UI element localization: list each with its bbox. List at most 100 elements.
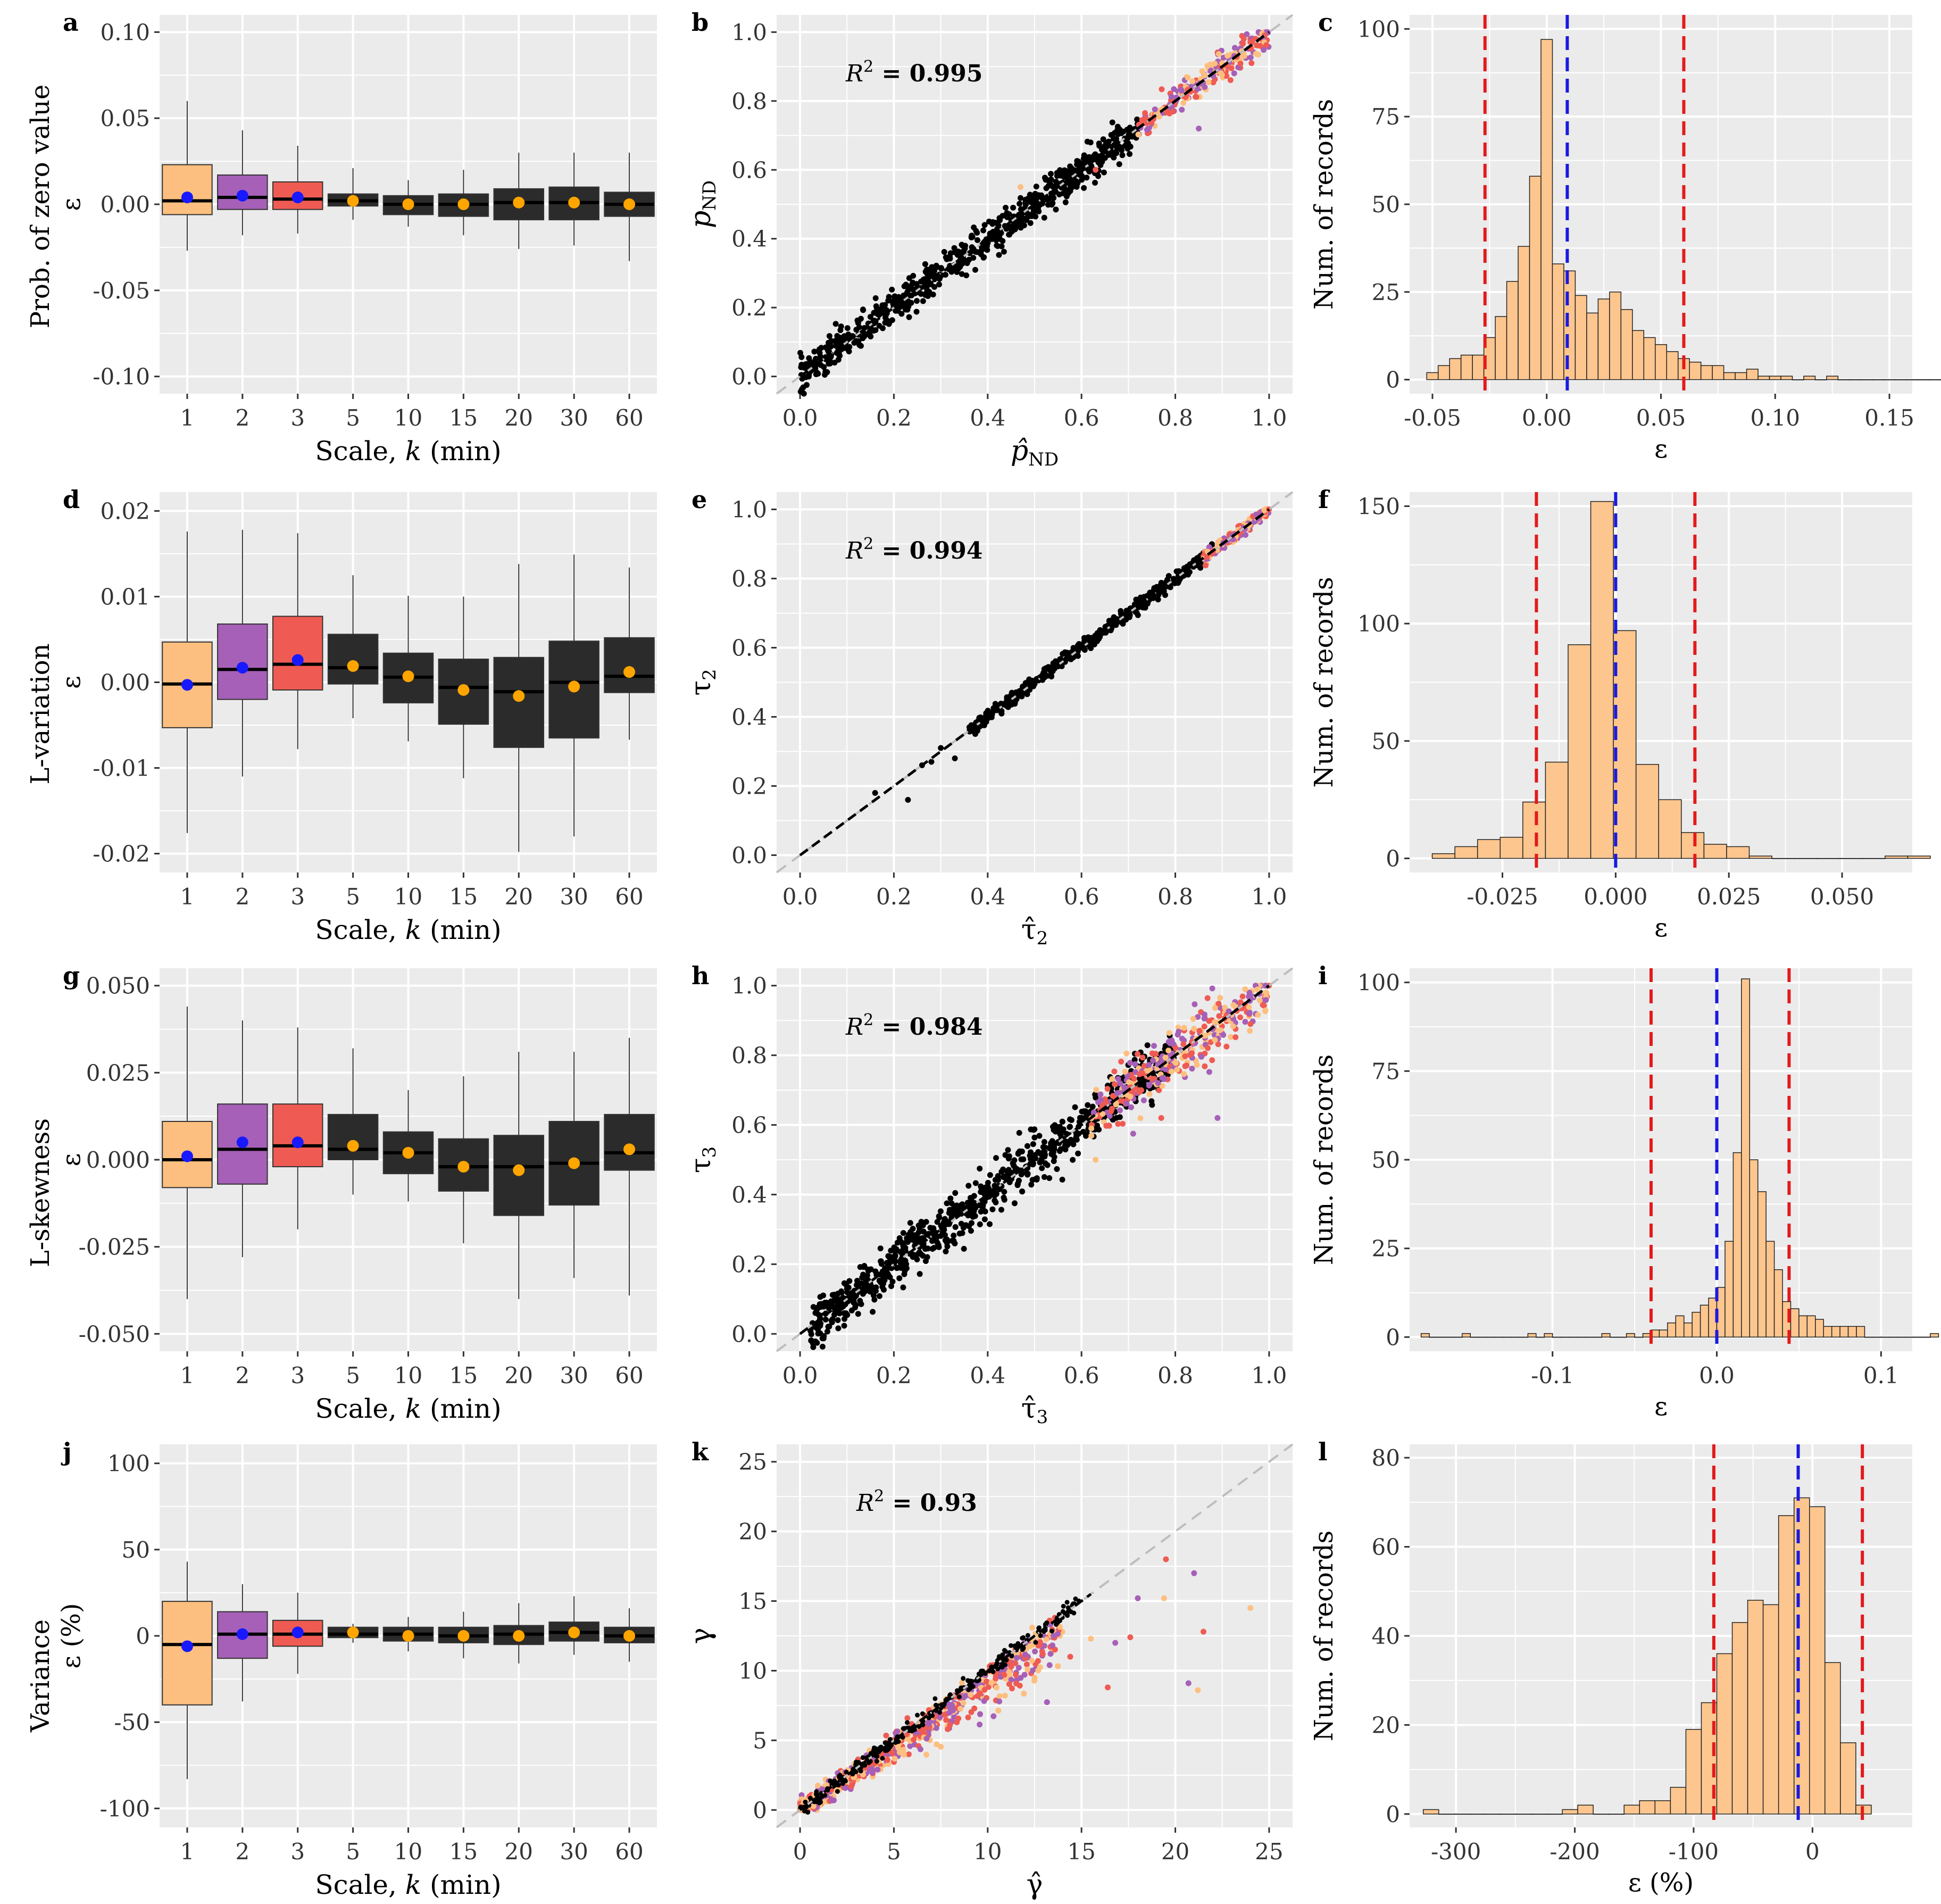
scatter-point [977, 1690, 983, 1697]
scatter-point [880, 1281, 887, 1287]
x-tick-label: 0.000 [1584, 884, 1647, 910]
scatter-point [1088, 1635, 1094, 1642]
scatter-point [956, 1230, 963, 1237]
scatter-point [1018, 184, 1024, 190]
mean-point [457, 1161, 470, 1173]
histogram-bar [1778, 1515, 1795, 1815]
scatter-point [1194, 1062, 1200, 1068]
scatter-point [1127, 144, 1134, 150]
histogram-bar [1831, 1326, 1840, 1338]
y-tick-label: -0.050 [79, 1321, 150, 1347]
scatter-point [1002, 1692, 1008, 1699]
y-axis-label-main: γ [685, 1627, 717, 1644]
x-axis-label-var: k [405, 1869, 421, 1900]
scatter-point [1031, 1126, 1038, 1133]
scatter-point [1059, 1176, 1065, 1183]
scatter-point [1068, 184, 1074, 190]
histogram-bar [1806, 1315, 1816, 1338]
scatter-point [1247, 1021, 1254, 1027]
scatter-point [1022, 1651, 1028, 1658]
x-tick-label: 5 [346, 1362, 360, 1388]
scatter-point [920, 298, 926, 304]
scatter-point [922, 1245, 928, 1251]
scatter-point [1237, 1014, 1244, 1020]
x-tick-label: 15 [449, 1362, 478, 1388]
scatter-point [1047, 1651, 1054, 1657]
scatter-point [1127, 1060, 1133, 1066]
histogram-bar [1732, 1152, 1742, 1338]
scatter-point [902, 1245, 909, 1251]
scatter-point [1240, 40, 1246, 47]
histogram-bar [1747, 1600, 1764, 1815]
scatter-point [1000, 1652, 1005, 1657]
x-tick-label: 0.8 [1157, 1362, 1193, 1388]
scatter-point [900, 1230, 906, 1236]
scatter-point [1191, 1026, 1197, 1032]
scatter-point [1080, 1129, 1086, 1135]
scatter-point [963, 272, 970, 279]
scatter-point [968, 1195, 974, 1201]
scatter-point [1029, 1658, 1035, 1664]
x-axis-label: Scale, k (min) [315, 1869, 501, 1900]
histogram-bar [1731, 1622, 1748, 1815]
scatter-point [1006, 211, 1012, 218]
scatter-point [1034, 1176, 1040, 1183]
x-axis-label-main: τ̂ [1021, 914, 1037, 946]
scatter-point [865, 1266, 871, 1273]
y-tick-label: 0.01 [100, 584, 150, 610]
scatter-point [817, 1301, 823, 1307]
histogram-bar [1716, 1653, 1733, 1815]
scatter-point [1003, 204, 1009, 211]
scatter-point [1210, 79, 1217, 86]
scatter-point [1071, 1610, 1077, 1616]
scatter-point [995, 1707, 1002, 1714]
histogram-bar [1885, 855, 1909, 859]
y-tick-label: 0 [136, 1623, 150, 1649]
scatter-point [829, 1797, 835, 1803]
scatter-point [812, 1310, 819, 1316]
scatter-point [1189, 1066, 1195, 1072]
scatter-point [1010, 204, 1017, 211]
scatter-point [860, 1755, 865, 1760]
scatter-point [923, 1735, 930, 1742]
x-axis-label-post: (min) [421, 1393, 502, 1424]
scatter-point [862, 1274, 868, 1280]
panel-f: f 0 50 100 150 -0.025 0.000 0.025 0.050 Num. of r… [1309, 485, 1931, 943]
scatter-point [881, 1286, 887, 1293]
scatter-point [1228, 65, 1235, 71]
scatter-point [871, 1296, 878, 1303]
x-axis-label: Scale, k (min) [315, 1393, 501, 1424]
scatter-point [1242, 1019, 1248, 1025]
y-axis-label-main: τ [685, 1158, 717, 1173]
scatter-point [1163, 1556, 1169, 1562]
panel-letter: k [692, 1437, 709, 1466]
x-tick-label: -0.025 [1467, 884, 1538, 910]
scatter-point [1006, 231, 1013, 238]
box [217, 623, 268, 700]
x-tick-label: 0.4 [970, 405, 1005, 431]
scatter-point [1209, 985, 1215, 992]
scatter-point [974, 230, 980, 236]
y-tick-label: 0 [1386, 1801, 1400, 1827]
histogram-bar [1746, 369, 1759, 380]
histogram-bar [1700, 1304, 1709, 1338]
scatter-point [872, 327, 879, 334]
histogram-bar [1700, 365, 1713, 380]
scatter-point [968, 1228, 974, 1234]
y-tick-label: 10 [739, 1658, 767, 1684]
x-tick-label: 5 [887, 1839, 901, 1865]
x-tick-label: 0.0 [782, 1362, 818, 1388]
y-tick-label: 80 [1372, 1445, 1400, 1471]
scatter-point [1018, 1156, 1024, 1162]
panel-letter: g [63, 961, 80, 990]
histogram-bar [1577, 1805, 1594, 1815]
x-tick-label: 5 [346, 1839, 360, 1865]
scatter-point [1195, 1687, 1201, 1693]
scatter-point [1053, 206, 1059, 213]
scatter-point [930, 1713, 935, 1718]
histogram-bar [1527, 1333, 1537, 1338]
scatter-point [1074, 158, 1080, 164]
mean-point [181, 679, 193, 691]
x-axis-label-pre: Scale, [315, 436, 405, 467]
scatter-point [1240, 36, 1247, 42]
